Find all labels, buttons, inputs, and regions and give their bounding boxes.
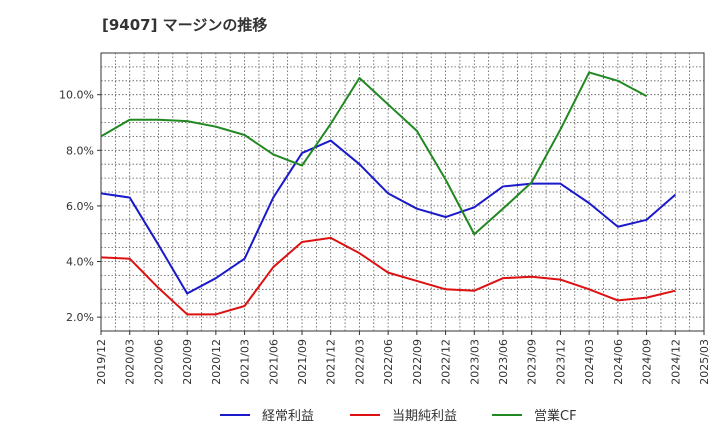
x-tick-label: 2022/09 [411, 339, 424, 385]
y-tick-label: 2.0% [66, 311, 94, 324]
series-line-営業CF [100, 71, 648, 236]
legend: 経常利益 当期純利益 営業CF [220, 408, 577, 424]
y-tick-label: 4.0% [66, 256, 94, 269]
x-axis-ticks: 2019/12 2020/03 2020/06 2020/09 2020/12 2021/… [95, 331, 711, 385]
x-tick-label: 2023/12 [554, 339, 567, 385]
series-line-当期純利益 [100, 236, 676, 316]
series-lines [100, 71, 676, 316]
x-tick-label: 2020/03 [124, 339, 137, 385]
x-tick-label: 2024/09 [641, 339, 654, 385]
x-tick-label: 2024/06 [612, 339, 625, 385]
legend-label: 経常利益 [262, 409, 314, 424]
x-tick-label: 2021/12 [325, 339, 338, 385]
x-tick-label: 2020/12 [210, 339, 223, 385]
x-tick-label: 2023/09 [526, 339, 539, 385]
grid-lines [101, 53, 704, 331]
legend-label: 営業CF [534, 408, 577, 424]
x-tick-label: 2019/12 [95, 339, 108, 385]
x-tick-label: 2023/03 [468, 339, 481, 385]
chart-title: [9407] マージンの推移 [102, 16, 268, 34]
x-tick-label: 2023/06 [497, 339, 510, 385]
x-tick-label: 2020/09 [181, 339, 194, 385]
y-axis-ticks: 2.0% 4.0% 6.0% 8.0% 10.0% [59, 89, 101, 324]
x-tick-label: 2020/06 [152, 339, 165, 385]
x-tick-label: 2021/09 [296, 339, 309, 385]
x-tick-label: 2022/12 [440, 339, 453, 385]
x-tick-label: 2022/03 [353, 339, 366, 385]
legend-label: 当期純利益 [392, 409, 457, 424]
x-tick-label: 2024/12 [669, 339, 682, 385]
x-tick-label: 2022/06 [382, 339, 395, 385]
series-line-経常利益 [100, 139, 676, 295]
x-tick-label: 2021/03 [239, 339, 252, 385]
x-tick-label: 2025/03 [698, 339, 711, 385]
x-tick-label: 2024/03 [583, 339, 596, 385]
y-tick-label: 8.0% [66, 144, 94, 157]
x-tick-label: 2021/06 [267, 339, 280, 385]
y-tick-label: 10.0% [59, 89, 94, 102]
y-tick-label: 6.0% [66, 200, 94, 213]
